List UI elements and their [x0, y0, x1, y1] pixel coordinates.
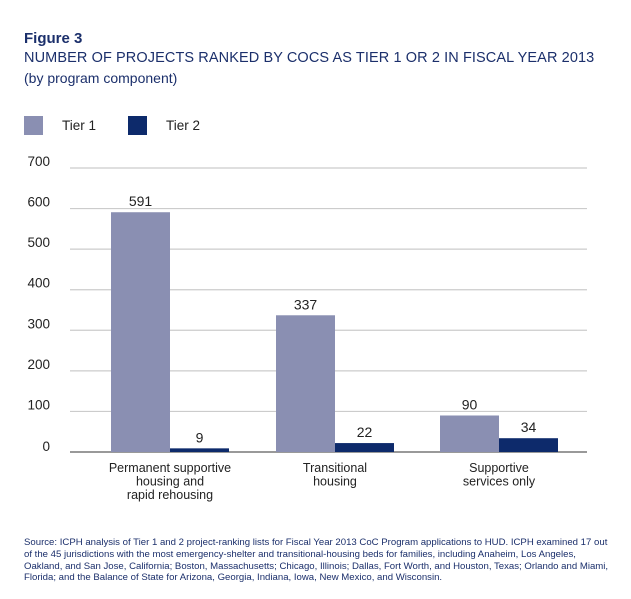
y-tick-label: 200: [27, 357, 50, 372]
y-tick-label: 100: [27, 397, 50, 412]
data-labels: 591 9 337 22 90 34: [129, 193, 537, 445]
legend-swatch-tier2: [128, 116, 148, 135]
legend: Tier 1 Tier 2: [24, 116, 218, 135]
data-label: 90: [462, 396, 478, 412]
legend-item-tier1: Tier 1: [24, 116, 96, 135]
y-tick-label: 400: [27, 276, 50, 291]
y-tick-label: 0: [42, 439, 50, 454]
figure-label: Figure 3: [24, 30, 83, 47]
bar-tier1: [276, 315, 335, 452]
legend-label-tier2: Tier 2: [166, 118, 201, 133]
chart-title: NUMBER OF PROJECTS RANKED BY COCS AS TIE…: [24, 50, 595, 66]
legend-item-tier2: Tier 2: [128, 116, 200, 135]
bar-tier1: [111, 212, 170, 452]
chart-subtitle: (by program component): [24, 70, 178, 86]
y-axis-ticks: 0 100 200 300 400 500 600 700: [27, 154, 50, 454]
data-label: 337: [294, 296, 318, 312]
y-tick-label: 300: [27, 316, 50, 331]
data-label: 9: [196, 429, 204, 445]
bar-tier1: [440, 415, 499, 452]
x-axis-labels: Permanent supportive housing and rapid reh…: [109, 461, 536, 502]
bars: [111, 212, 558, 452]
data-label: 34: [521, 419, 537, 435]
x-tick-label: Transitional housing: [303, 461, 367, 489]
bar-tier2: [335, 443, 394, 452]
x-tick-label: Supportive services only: [463, 461, 536, 489]
bar-tier2: [499, 438, 558, 452]
y-tick-label: 700: [27, 154, 50, 169]
legend-swatch-tier1: [24, 116, 43, 135]
source-note: Source: ICPH analysis of Tier 1 and 2 pr…: [24, 537, 609, 584]
bar-tier2: [170, 448, 229, 452]
y-tick-label: 600: [27, 195, 50, 210]
legend-label-tier1: Tier 1: [62, 118, 97, 133]
data-label: 591: [129, 193, 153, 209]
x-tick-label: Permanent supportive housing and rapid reh…: [109, 461, 231, 502]
y-tick-label: 500: [27, 235, 50, 250]
data-label: 22: [357, 424, 373, 440]
